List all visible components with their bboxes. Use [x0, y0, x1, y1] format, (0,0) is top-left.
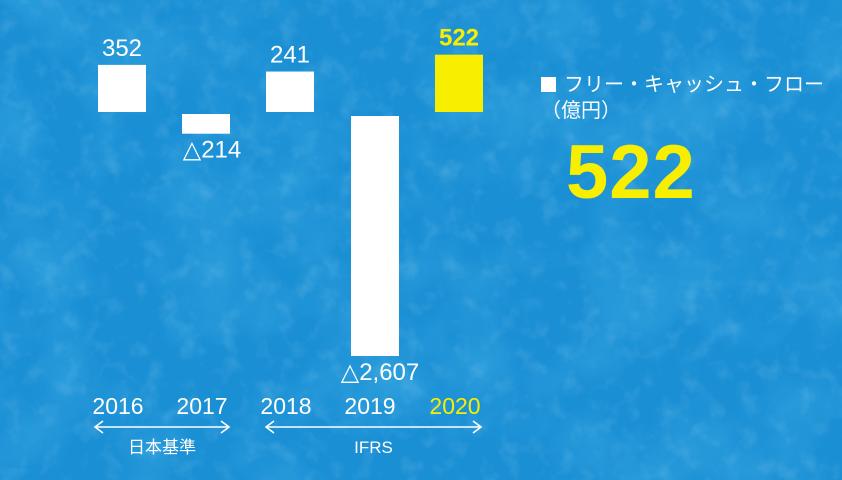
group-label-jgaap: 日本基準	[128, 438, 196, 457]
bar-2020	[435, 54, 483, 112]
group-label-ifrs: IFRS	[354, 438, 393, 457]
value-label-2020: 522	[439, 25, 479, 52]
category-label-2018: 2018	[260, 393, 311, 419]
legend-label: フリー・キャッシュ・フロー	[564, 74, 824, 96]
chart-legend: フリー・キャッシュ・フロー （億円）	[541, 72, 824, 124]
group-arrow-jgaap	[93, 420, 231, 434]
value-label-2017: △214	[183, 137, 242, 164]
category-label-2016: 2016	[92, 393, 143, 419]
bar-2017	[182, 114, 230, 134]
category-label-2020: 2020	[429, 393, 480, 419]
legend-swatch	[541, 77, 556, 92]
value-label-2019: △2,607	[341, 359, 420, 386]
bar-2018	[266, 71, 314, 112]
category-label-2017: 2017	[176, 393, 227, 419]
legend-unit: （億円）	[541, 100, 621, 122]
category-label-2019: 2019	[344, 393, 395, 419]
bar-2019	[351, 116, 399, 356]
bar-2016	[98, 64, 146, 112]
value-label-2018: 241	[270, 42, 310, 69]
value-label-2016: 352	[102, 35, 142, 62]
headline-value: 522	[566, 130, 696, 215]
group-arrow-ifrs	[264, 420, 483, 434]
